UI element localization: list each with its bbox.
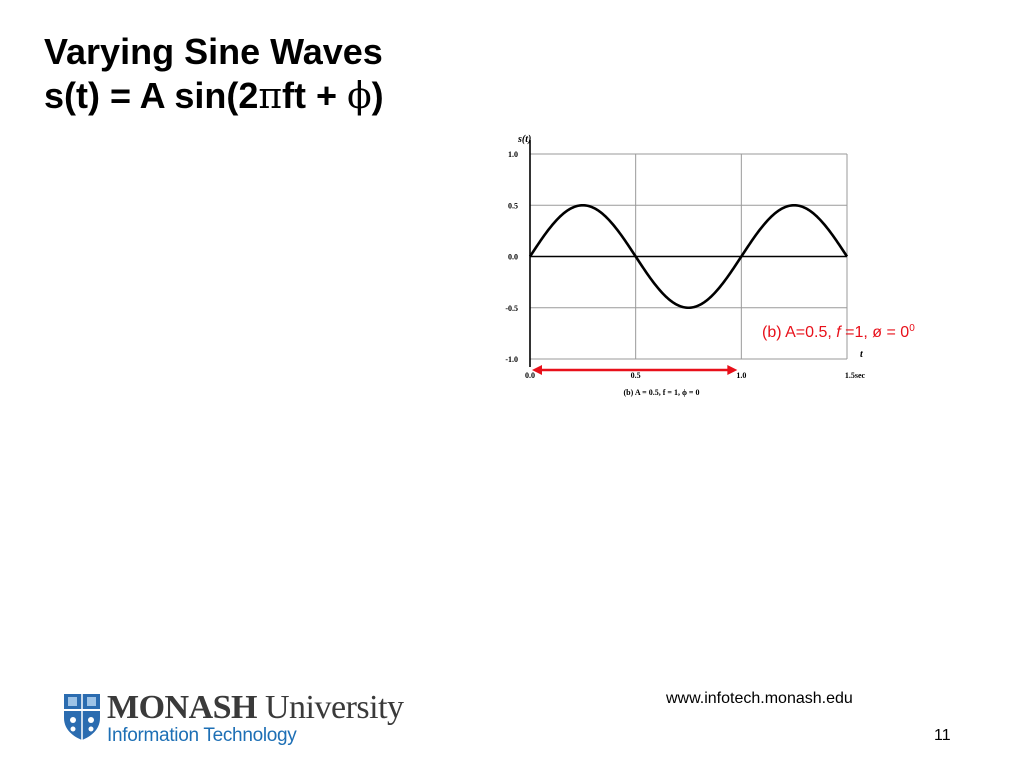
chart-series	[528, 203, 849, 310]
title-line-1: Varying Sine Waves	[44, 31, 383, 72]
title-pi-symbol: π	[258, 76, 283, 117]
chart-axes	[529, 140, 847, 367]
logo-wordmark: MONASH University	[107, 690, 404, 726]
y-tick-label: -1.0	[505, 355, 518, 364]
y-tick-label: 1.0	[508, 150, 518, 159]
logo-university-text: University	[257, 689, 404, 726]
period-arrow	[532, 365, 738, 375]
y-axis-label: s(t)	[517, 134, 531, 145]
x-tick-label: 0.0	[525, 371, 535, 380]
page-number: 11	[934, 727, 951, 744]
y-tick-label: 0.0	[508, 253, 518, 262]
logo-monash-text: MONASH	[107, 689, 258, 726]
chart-labels: 1.0 0.5 0.0 -0.5 -1.0 0.0 0.5 1.0 1.5sec s(t) t (b)…	[505, 134, 865, 397]
title-formula-mid: ft +	[282, 75, 348, 116]
logo-department: Information Technology	[107, 725, 297, 746]
period-arrow-head-right	[727, 365, 738, 375]
title-line-2: s(t) = A sin(2πft + ϕ)	[44, 74, 384, 119]
monash-shield-icon	[64, 694, 100, 740]
chart-caption: (b) A = 0.5, f = 1, ϕ = 0	[623, 388, 699, 397]
annotation-superscript: 0	[909, 323, 915, 334]
y-tick-label: -0.5	[505, 304, 518, 313]
footer-url: www.infotech.monash.edu	[666, 690, 853, 707]
annotation-f-value: =1, ø = 0	[840, 324, 910, 341]
x-tick-label: 0.5	[631, 371, 641, 380]
y-tick-label: 0.5	[508, 201, 518, 210]
parameter-annotation: (b) A=0.5, f =1, ø = 00	[762, 323, 915, 342]
x-tick-label: 1.5sec	[845, 371, 866, 380]
title-formula-suffix: )	[371, 75, 384, 116]
title-formula-prefix: s(t) = A sin(2	[44, 75, 259, 116]
annotation-prefix: (b) A=0.5,	[762, 324, 837, 341]
x-tick-label: 1.0	[736, 371, 746, 380]
sine-wave-line	[528, 203, 849, 310]
monash-logo: MONASH University Information Technology	[62, 690, 404, 750]
sine-wave-chart: 1.0 0.5 0.0 -0.5 -1.0 0.0 0.5 1.0 1.5sec s(t) t (b)…	[505, 134, 865, 397]
annotation-f-symbol: f	[836, 324, 841, 341]
title-phi-symbol: ϕ	[347, 76, 372, 117]
x-axis-label: t	[860, 349, 864, 360]
period-arrow-head-left	[532, 365, 542, 375]
slide-title: Varying Sine Waves s(t) = A sin(2πft + ϕ…	[44, 30, 384, 119]
